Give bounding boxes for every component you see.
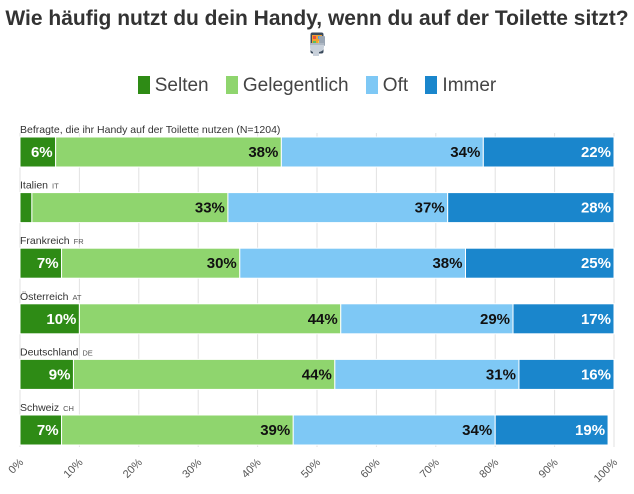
bar-segment bbox=[482, 136, 615, 168]
legend-label: Oft bbox=[382, 75, 409, 96]
data-label: 28% bbox=[581, 200, 611, 217]
bar-segment bbox=[31, 192, 229, 224]
legend-swatch bbox=[137, 76, 150, 94]
country-code: CH bbox=[63, 404, 74, 413]
country-code: DE bbox=[82, 348, 92, 357]
country-code: AT bbox=[72, 293, 81, 302]
data-label: 29% bbox=[480, 311, 510, 328]
legend-swatch bbox=[425, 76, 438, 94]
chart-legend: Selten Gelegentlich Oft Immer bbox=[0, 75, 634, 97]
bar-segment bbox=[19, 136, 57, 168]
x-tick-label: 40% bbox=[240, 456, 264, 480]
data-label: 34% bbox=[462, 422, 492, 439]
x-tick-label: 10% bbox=[61, 456, 85, 480]
x-tick-label: 20% bbox=[121, 456, 145, 480]
bar-segment bbox=[512, 303, 615, 335]
x-tick-label: 90% bbox=[537, 456, 561, 480]
data-label: 39% bbox=[260, 422, 290, 439]
data-label: 33% bbox=[195, 200, 225, 217]
bar-segment bbox=[19, 414, 63, 446]
data-label: 34% bbox=[450, 144, 480, 161]
data-label: 37% bbox=[415, 200, 445, 217]
legend-item-immer[interactable]: Immer bbox=[425, 75, 496, 97]
data-label: 17% bbox=[581, 311, 611, 328]
data-label: 30% bbox=[207, 255, 237, 272]
category-label: Frankreich FR bbox=[20, 235, 84, 247]
x-tick-label: 70% bbox=[418, 456, 442, 480]
x-tick-label: 100% bbox=[592, 456, 621, 485]
category-label: Deutschland DE bbox=[20, 346, 93, 358]
bar-segment bbox=[494, 414, 609, 446]
data-label: 7% bbox=[37, 255, 59, 272]
bar-segment bbox=[19, 192, 33, 224]
x-tick-label: 60% bbox=[358, 456, 382, 480]
bar-segment bbox=[292, 414, 496, 446]
legend-item-oft[interactable]: Oft bbox=[365, 75, 409, 97]
bar-segment bbox=[72, 358, 336, 390]
toilet-icon bbox=[309, 36, 327, 56]
data-label: 9% bbox=[49, 366, 71, 383]
bar-segment bbox=[447, 192, 615, 224]
bar-segment bbox=[239, 247, 466, 279]
data-label: 44% bbox=[308, 311, 338, 328]
legend-label: Immer bbox=[442, 75, 497, 96]
category-label: Befragte, die ihr Handy auf der Toilette… bbox=[20, 124, 280, 136]
country-code: IT bbox=[52, 182, 59, 191]
bar-segment bbox=[518, 358, 615, 390]
x-tick-label: 0% bbox=[6, 456, 26, 476]
data-label: 44% bbox=[302, 366, 332, 383]
data-label: 38% bbox=[248, 144, 278, 161]
x-tick-label: 50% bbox=[299, 456, 323, 480]
x-tick-label: 30% bbox=[180, 456, 204, 480]
bar-segment bbox=[340, 303, 514, 335]
data-label: 31% bbox=[486, 366, 516, 383]
data-label: 6% bbox=[31, 144, 53, 161]
country-code: FR bbox=[74, 237, 85, 246]
x-tick-label: 80% bbox=[477, 456, 501, 480]
data-label: 19% bbox=[575, 422, 605, 439]
legend-label: Selten bbox=[154, 75, 209, 96]
legend-label: Gelegentlich bbox=[242, 75, 349, 96]
legend-swatch bbox=[365, 76, 378, 94]
bar-segment bbox=[465, 247, 615, 279]
data-label: 10% bbox=[46, 311, 76, 328]
bar-segment bbox=[61, 414, 294, 446]
category-label: Österreich AT bbox=[20, 291, 82, 303]
legend-swatch bbox=[225, 76, 238, 94]
data-label: 38% bbox=[432, 255, 462, 272]
bar-segment bbox=[78, 303, 342, 335]
bar-segment bbox=[55, 136, 282, 168]
legend-item-selten[interactable]: Selten bbox=[137, 75, 209, 97]
bar-segment bbox=[334, 358, 520, 390]
data-label: 16% bbox=[581, 366, 611, 383]
bar-segment bbox=[61, 247, 241, 279]
data-label: 7% bbox=[37, 422, 59, 439]
bar-segment bbox=[280, 136, 484, 168]
data-label: 22% bbox=[581, 144, 611, 161]
category-label: Italien IT bbox=[20, 180, 59, 192]
category-label: Schweiz CH bbox=[20, 402, 74, 414]
bar-segment bbox=[19, 303, 80, 335]
data-label: 25% bbox=[581, 255, 611, 272]
chart-title-text: Wie häufig nutzt du dein Handy, wenn du … bbox=[5, 7, 629, 30]
bar-segment bbox=[19, 358, 74, 390]
legend-item-gelegentlich[interactable]: Gelegentlich bbox=[225, 75, 349, 97]
